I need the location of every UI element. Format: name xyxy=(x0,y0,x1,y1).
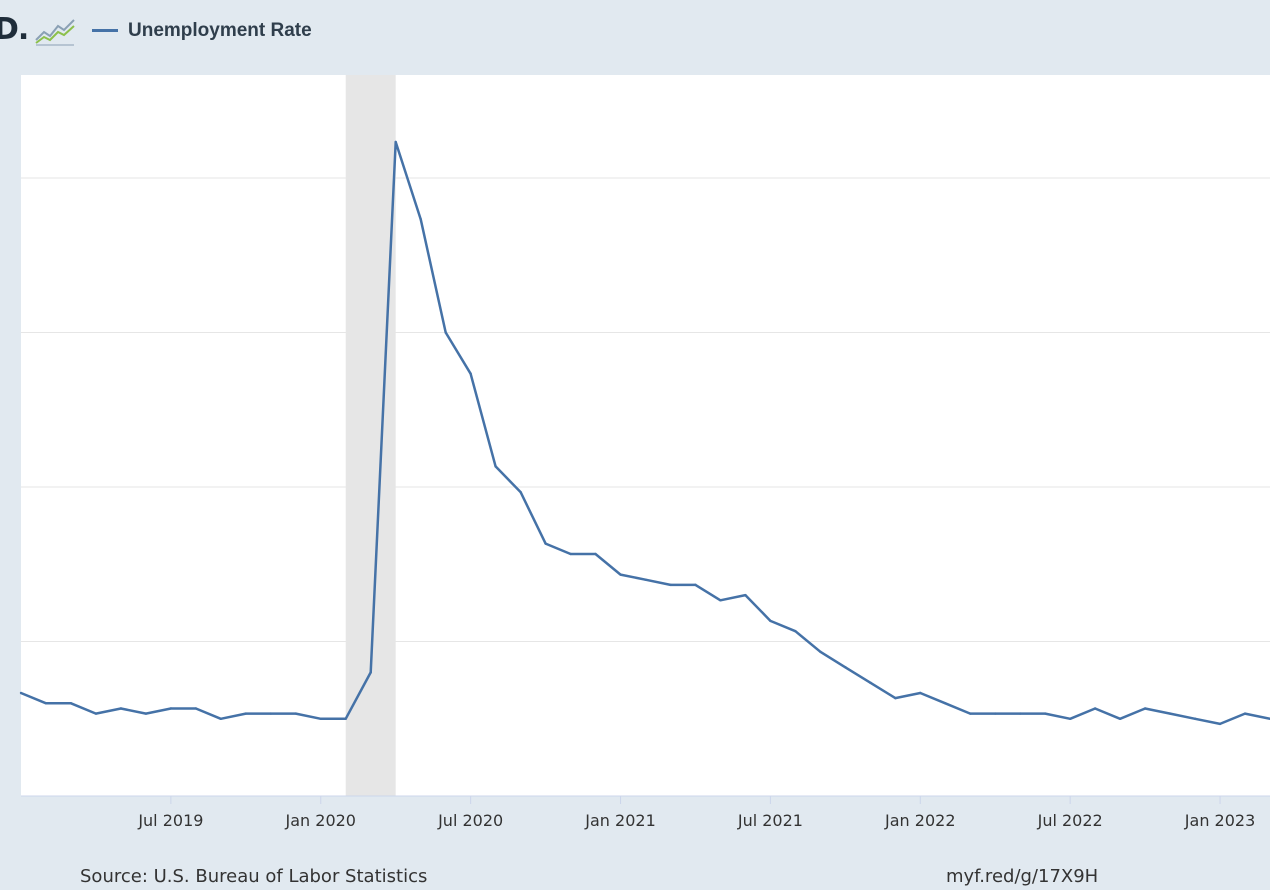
data-point[interactable] xyxy=(44,702,48,705)
data-point[interactable] xyxy=(1193,717,1197,720)
data-point[interactable] xyxy=(94,712,98,715)
source-note: Source: U.S. Bureau of Labor Statistics xyxy=(80,866,428,887)
x-tick-label: Jul 2021 xyxy=(737,811,803,830)
data-point[interactable] xyxy=(894,696,897,700)
gridlines xyxy=(21,177,1270,642)
x-axis: Jul 2019 Jan 2020 Jul 2020 Jan 2021 Jul 2021… xyxy=(21,795,1270,830)
data-point[interactable] xyxy=(119,707,123,710)
data-point[interactable] xyxy=(744,593,747,597)
data-point[interactable] xyxy=(1043,712,1047,715)
x-tick-label: Jul 2019 xyxy=(137,811,203,830)
data-point[interactable] xyxy=(394,140,397,144)
data-point[interactable] xyxy=(1118,717,1122,720)
x-tick-label: Jan 2023 xyxy=(1184,811,1255,830)
data-point[interactable] xyxy=(219,717,223,720)
data-point[interactable] xyxy=(719,599,722,602)
data-point[interactable] xyxy=(669,583,672,587)
data-point[interactable] xyxy=(694,583,697,587)
data-point[interactable] xyxy=(1143,707,1147,710)
data-point[interactable] xyxy=(494,465,497,468)
data-point[interactable] xyxy=(194,707,198,710)
legend-series-label: Unemployment Rate xyxy=(128,20,312,41)
data-point[interactable] xyxy=(969,712,972,715)
data-point[interactable] xyxy=(1093,707,1097,710)
chart-header: D. Unemployment Rate xyxy=(0,0,1270,66)
recession-band xyxy=(345,75,396,796)
data-point[interactable] xyxy=(994,712,997,715)
line-chart[interactable]: Jul 2019 Jan 2020 Jul 2020 Jan 2021 Jul 2021… xyxy=(0,0,1270,860)
data-point[interactable] xyxy=(19,691,23,695)
short-link[interactable]: myf.red/g/17X9H xyxy=(946,866,1099,887)
data-point[interactable] xyxy=(594,552,597,556)
data-point[interactable] xyxy=(419,218,422,221)
data-point[interactable] xyxy=(919,691,922,695)
data-point[interactable] xyxy=(469,372,472,375)
data-point[interactable] xyxy=(819,650,822,653)
x-tick-label: Jan 2022 xyxy=(884,811,955,830)
data-point[interactable] xyxy=(944,702,947,705)
data-point[interactable] xyxy=(369,671,372,674)
data-point[interactable] xyxy=(1068,717,1072,720)
line-graph-icon xyxy=(34,16,76,51)
data-point[interactable] xyxy=(1019,712,1022,715)
data-point[interactable] xyxy=(244,712,248,715)
recession-shading-layer xyxy=(345,75,396,796)
data-point[interactable] xyxy=(569,552,572,556)
series-layer xyxy=(19,140,1270,726)
data-point[interactable] xyxy=(794,630,797,633)
plot-area xyxy=(21,75,1270,796)
data-point[interactable] xyxy=(269,712,272,715)
x-tick-label: Jan 2020 xyxy=(285,811,356,830)
data-point[interactable] xyxy=(844,666,847,669)
data-point[interactable] xyxy=(344,717,347,720)
data-point[interactable] xyxy=(319,717,322,720)
data-point[interactable] xyxy=(444,331,447,334)
fred-logo[interactable]: D. xyxy=(0,12,29,47)
data-point[interactable] xyxy=(1218,722,1222,726)
x-tick-label: Jul 2022 xyxy=(1037,811,1103,830)
data-point[interactable] xyxy=(544,542,547,545)
x-tick-label: Jan 2021 xyxy=(584,811,655,830)
data-point[interactable] xyxy=(144,712,148,715)
x-tick-label: Jul 2020 xyxy=(437,811,503,830)
data-point[interactable] xyxy=(1243,712,1247,715)
data-point[interactable] xyxy=(769,619,772,623)
legend-series-swatch xyxy=(92,29,118,32)
data-point[interactable] xyxy=(69,702,73,705)
data-point[interactable] xyxy=(169,707,173,710)
data-point[interactable] xyxy=(619,573,622,576)
data-point[interactable] xyxy=(519,490,522,494)
data-point[interactable] xyxy=(869,681,872,684)
data-point[interactable] xyxy=(294,712,297,715)
data-point[interactable] xyxy=(1168,712,1172,715)
data-point[interactable] xyxy=(644,578,647,581)
